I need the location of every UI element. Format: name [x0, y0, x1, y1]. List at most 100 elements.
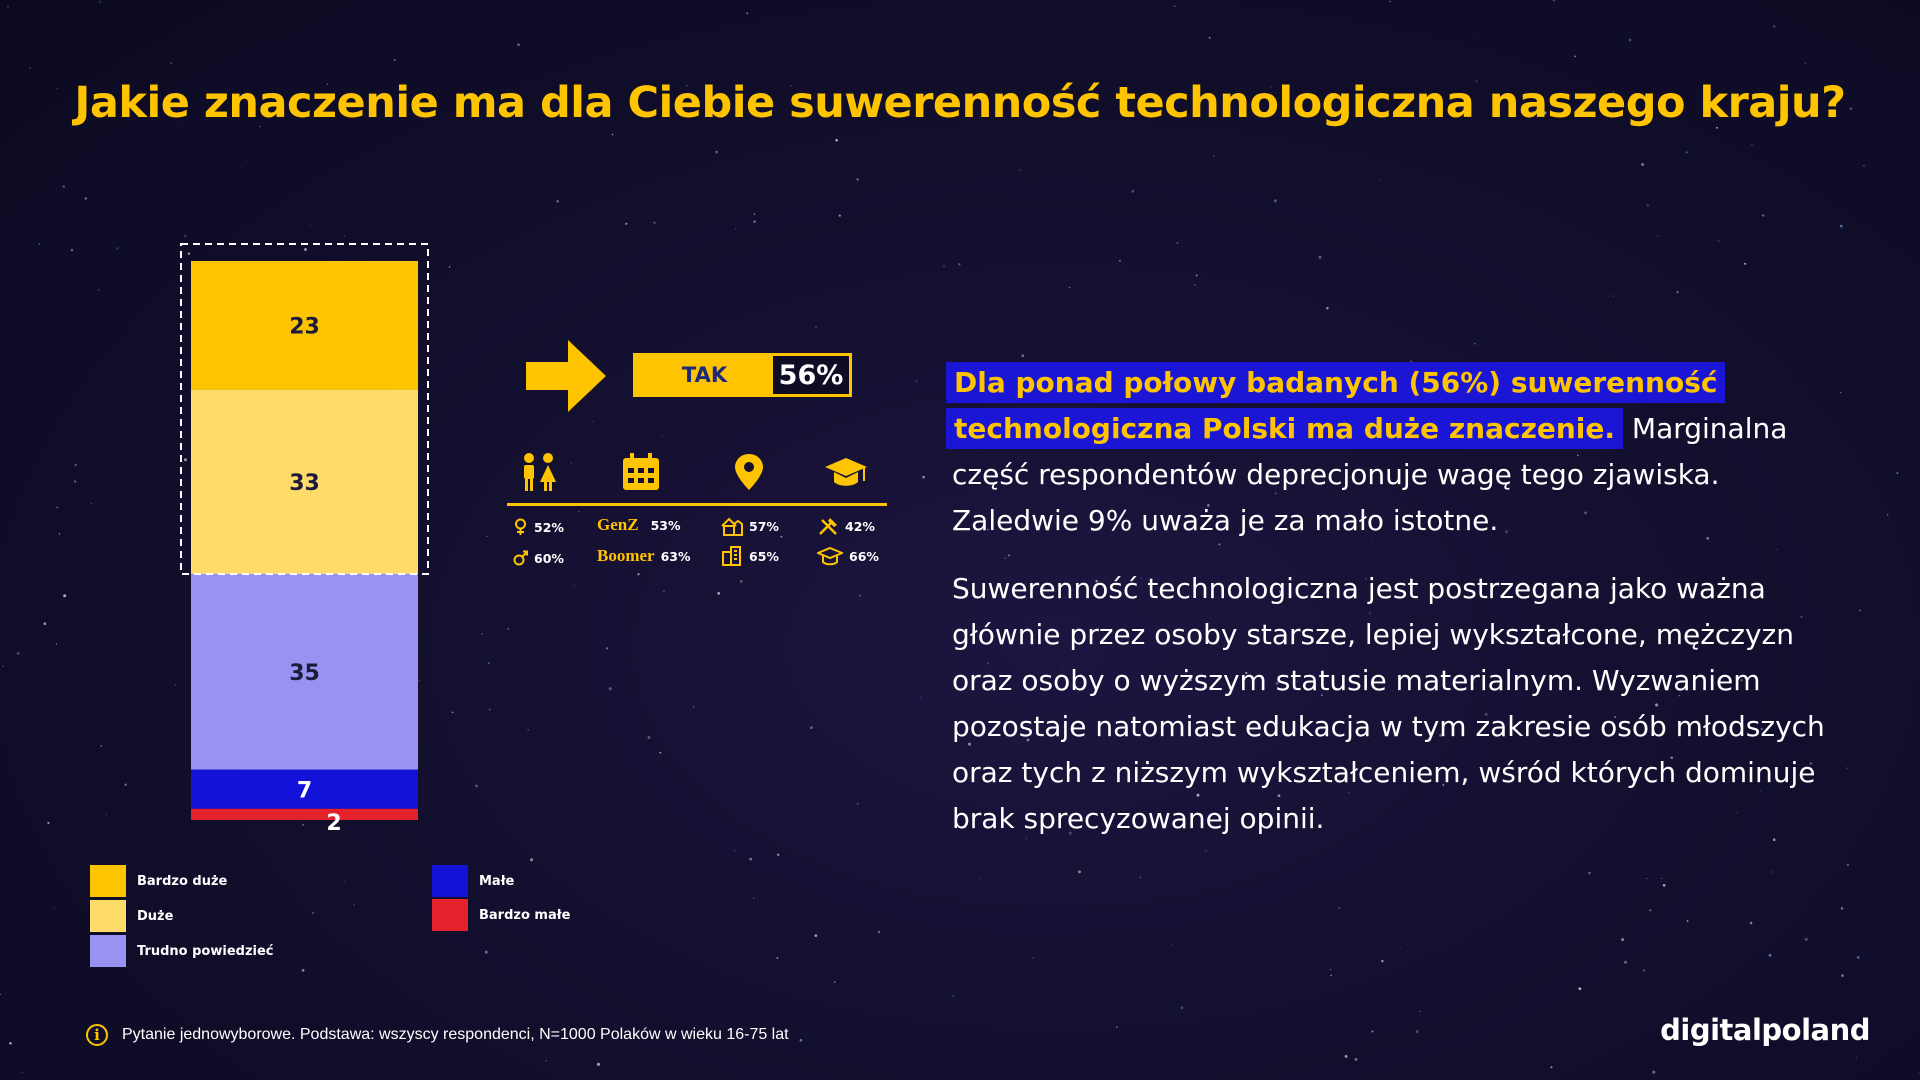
- stat-value: 65%: [749, 548, 779, 564]
- data-label: 23: [289, 314, 320, 339]
- star: [790, 85, 792, 87]
- star: [735, 228, 736, 230]
- summary-label: TAK: [636, 356, 773, 394]
- star: [1297, 681, 1298, 683]
- star: [858, 594, 861, 597]
- star: [1744, 262, 1747, 265]
- star: [1216, 654, 1218, 656]
- star: [780, 165, 782, 167]
- star: [1543, 111, 1547, 115]
- stat-value: 66%: [849, 548, 879, 564]
- star: [1676, 291, 1679, 294]
- star: [451, 711, 454, 714]
- highlighted-statement: Dla ponad połowy badanych (56%) suwerenn…: [946, 362, 1726, 449]
- star: [1018, 168, 1021, 171]
- stat-city: 65%: [721, 546, 779, 566]
- star: [1707, 788, 1709, 789]
- star: [63, 594, 67, 598]
- star: [527, 913, 531, 916]
- star: [240, 166, 242, 168]
- star: [1062, 668, 1064, 670]
- star: [1318, 255, 1322, 259]
- star: [1577, 454, 1579, 457]
- paragraph-1: Dla ponad połowy badanych (56%) suwerenn…: [946, 360, 1832, 544]
- demographics-divider: [507, 503, 887, 506]
- star: [301, 968, 305, 972]
- star: [1621, 938, 1625, 942]
- star: [529, 858, 534, 862]
- star: [1740, 678, 1743, 682]
- stat-label: GenZ: [597, 515, 639, 534]
- star: [170, 62, 173, 65]
- star: [753, 897, 755, 899]
- star: [1571, 468, 1573, 470]
- city-icon: [721, 546, 743, 566]
- star: [353, 904, 355, 906]
- star: [174, 684, 177, 686]
- star: [1804, 63, 1806, 65]
- star: [1180, 1006, 1184, 1010]
- star: [1612, 295, 1614, 297]
- star: [746, 12, 749, 15]
- star: [1358, 753, 1360, 755]
- star: [1078, 870, 1081, 874]
- star: [1378, 179, 1380, 181]
- stat-value: 42%: [845, 518, 875, 534]
- star: [309, 224, 311, 226]
- star: [1776, 548, 1778, 550]
- star: [967, 742, 972, 746]
- star: [1686, 920, 1689, 922]
- star: [71, 249, 73, 252]
- info-icon: i: [86, 1024, 108, 1046]
- star: [1800, 615, 1803, 618]
- star: [1767, 0, 1769, 2]
- star: [1215, 884, 1217, 886]
- star: [606, 647, 609, 650]
- star: [1641, 162, 1645, 166]
- star: [9, 1041, 12, 1045]
- legend-item: Bardzo duże: [90, 865, 390, 897]
- star: [1527, 894, 1529, 896]
- star: [1347, 791, 1350, 794]
- star: [0, 993, 1, 996]
- footnote-text: Pytanie jednowyborowe. Podstawa: wszyscy…: [122, 1026, 789, 1043]
- star: [838, 214, 841, 217]
- star: [100, 745, 103, 747]
- star: [393, 59, 396, 61]
- star: [58, 533, 61, 535]
- star: [1399, 947, 1401, 949]
- star: [1320, 694, 1323, 697]
- star: [1195, 707, 1197, 709]
- bar-segment: [191, 389, 418, 575]
- star: [1772, 24, 1776, 28]
- data-label: 7: [297, 778, 312, 803]
- star: [1281, 1058, 1284, 1060]
- star: [715, 150, 719, 154]
- star: [1344, 1055, 1348, 1058]
- star: [56, 506, 59, 509]
- star: [38, 243, 41, 245]
- legend-item: Małe: [432, 865, 732, 897]
- star: [1354, 1058, 1358, 1061]
- legend-swatch: [432, 899, 468, 931]
- star: [1649, 909, 1652, 912]
- star: [1846, 767, 1849, 770]
- star: [1716, 126, 1718, 129]
- star: [570, 462, 573, 464]
- star: [486, 535, 488, 537]
- star: [856, 178, 859, 181]
- star: [1717, 239, 1720, 242]
- stat-value: 53%: [650, 517, 681, 533]
- star: [1371, 1030, 1374, 1033]
- star: [1858, 609, 1862, 612]
- star: [1389, 0, 1392, 3]
- star: [507, 628, 510, 630]
- star: [1007, 554, 1010, 557]
- star: [556, 200, 559, 203]
- legend-swatch: [90, 900, 126, 932]
- star: [1661, 877, 1663, 880]
- star: [1862, 164, 1865, 167]
- star: [749, 857, 753, 861]
- star: [1381, 959, 1384, 963]
- star: [1505, 530, 1509, 534]
